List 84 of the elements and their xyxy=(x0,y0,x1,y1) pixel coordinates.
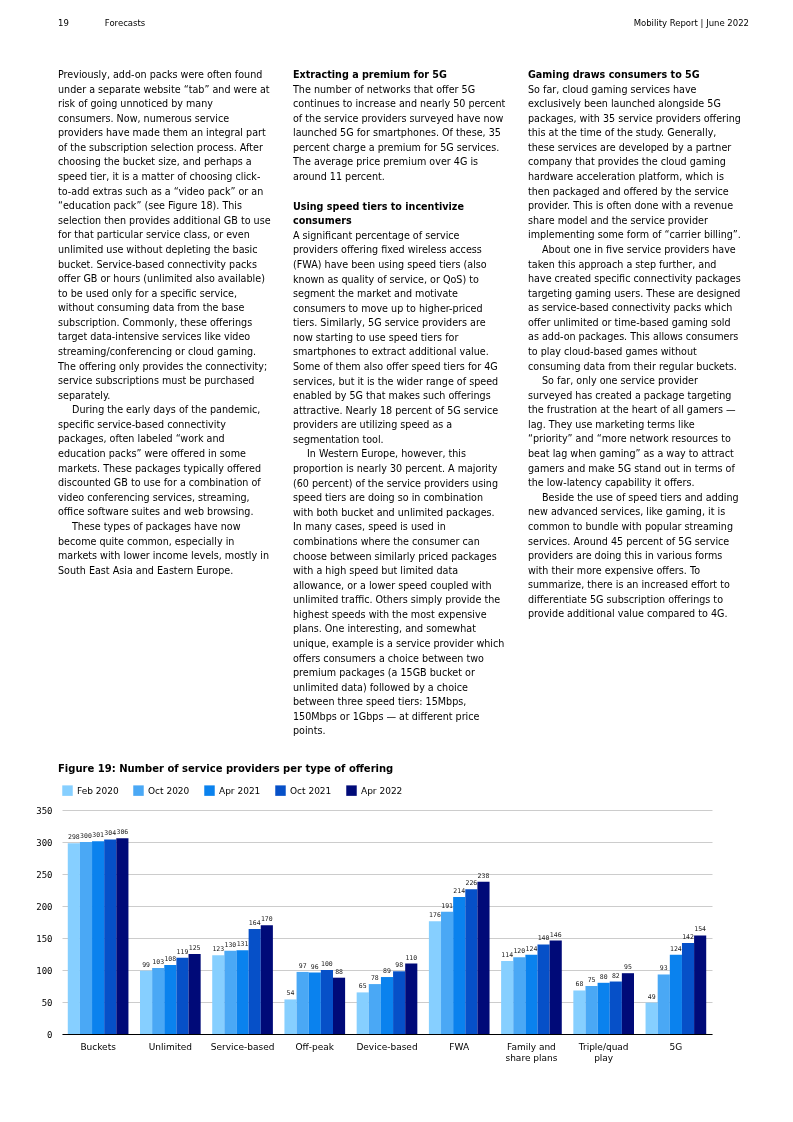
bar xyxy=(152,968,165,1035)
bar xyxy=(104,839,117,1035)
bar xyxy=(453,897,466,1035)
bar xyxy=(597,982,610,1035)
text: So far, cloud gaming services have exclusively been launched alongside 5G packages, with 35 service providers offering this at the time of the study. Generally, these services are developed by a partner company that provides the cloud gaming hardware acceleration platform, which is then packaged and offered by the service provider. This is often done with a revenue share model and the service provider implementing some form of “carrier billing”. xyxy=(528,83,741,241)
text: A significant percentage of service providers offering fixed wireless access (FWA) have been using speed tiers (also known as quality of service, or QoS) to segment the market and motivate consumers to move up to higher-priced tiers. Similarly, 5G service providers are now starting to use speed tiers for smartphones to extract additional value. Some of them also offer speed tiers for 4G services, but it is the wider range of speed enabled by 5G that makes such offerings attractive. Nearly 18 percent of 5G service providers are utilizing speed as a segmentation tool. xyxy=(293,229,499,445)
y-tick-label: 350 xyxy=(36,805,53,816)
text: Previously, add-on packs were often found under a separate website “tab” and were at risk of going unnoticed by many consumers. Now, numerous service providers have made them an integral part of the subscription selection process. After choosing the bucket size, and perhaps a speed tier, it is a matter of choosing click-to-add extras such as a “video pack” or an “education pack” (see Figure 18). This selection then provides additional GB to use for that particular service class, or even unlimited use without depleting the basic bucket. Service-based connectivity packs offer GB or hours (unlimited also available) to be used only for a specific service, without consuming data from the base subscription. Commonly, these offerings target data-intensive services like video streaming/conferencing or cloud gaming. The offering only provides the connectivity; service subscriptions must be purchased separately. xyxy=(58,69,271,401)
y-tick-label: 50 xyxy=(41,997,53,1008)
text: Using speed tiers to incentivize consumers xyxy=(293,199,465,229)
bar xyxy=(428,921,442,1035)
bar xyxy=(164,964,177,1035)
x-tick-label: Off-peak xyxy=(295,1041,335,1052)
bar xyxy=(513,957,526,1035)
bar xyxy=(441,911,454,1035)
bar xyxy=(284,999,297,1035)
x-tick-label: Device-based xyxy=(356,1041,418,1052)
bar xyxy=(260,925,273,1035)
bar xyxy=(465,889,478,1035)
bar xyxy=(188,954,201,1035)
legend-label: Apr 2021 xyxy=(219,785,261,796)
bar xyxy=(681,943,695,1035)
bar xyxy=(645,1002,658,1035)
bar xyxy=(140,970,153,1035)
bar xyxy=(224,950,237,1035)
x-tick-label: Unlimited xyxy=(148,1041,193,1052)
bar xyxy=(501,961,514,1035)
text: About one in five service providers have taken this approach a step further, and have created specific connectivity packages targeting gaming users. These are designed as service-based connectivity packs which offer unlimited or time-based gaming sold as add-on packages. This allows consumers to play cloud-based games without consuming data from their regular buckets. xyxy=(528,243,741,372)
x-tick-label: Buckets xyxy=(80,1041,117,1052)
x-tick-label: Service-based xyxy=(210,1041,275,1052)
x-tick-label: FWA xyxy=(449,1041,470,1052)
text: So far, only one service provider surveyed has created a package targeting the frustration at the heart of all gamers — lag. They use marketing terms like “priority” and “more network resources to beat lag when gaming” as a way to attract gamers and make 5G stand out in terms of the low-latency capability it offers. xyxy=(528,374,737,491)
bar xyxy=(67,843,80,1035)
bar xyxy=(525,954,538,1035)
bar xyxy=(308,972,321,1035)
y-tick-label: 150 xyxy=(36,933,53,944)
bar xyxy=(236,950,249,1035)
text: In Western Europe, however, this proportion is nearly 30 percent. A majority (60 percent) of the service providers using speed tiers are doing so in combination with both bucket and unlimited packages. In many cases, speed is used in combinations where the consumer can choose between similarly priced packages with a high speed but limited data allowance, or a lower speed coupled with unlimited traffic. Others simply provide the highest speeds with the most expensive plans. One interesting, and somewhat unique, example is a service provider which offers consumers a choice between two premium packages (a 15GB bucket or unlimited data) followed by a choice between three speed tiers: 15Mbps, 150Mbps or 1Gbps — at different price points. xyxy=(293,448,505,737)
bar xyxy=(609,981,622,1035)
bar xyxy=(477,881,490,1035)
bar xyxy=(368,984,381,1035)
bar xyxy=(296,971,309,1035)
bar xyxy=(380,977,394,1035)
bar xyxy=(393,971,406,1035)
bar xyxy=(585,986,598,1035)
bar xyxy=(356,992,369,1035)
bar xyxy=(549,940,562,1035)
y-tick-label: 250 xyxy=(36,869,53,880)
y-tick-label: 100 xyxy=(36,965,53,976)
text: Mobility Report | June 2022 xyxy=(633,18,749,30)
bar xyxy=(669,954,682,1035)
bar xyxy=(657,974,670,1035)
text: 19 xyxy=(58,18,69,30)
text: The number of networks that offer 5G continues to increase and nearly 50 percent of the service providers surveyed have now launched 5G for smartphones. Of these, 35 percent charge a premium for 5G services. The average price premium over 4G is around 11 percent. xyxy=(293,82,506,185)
bar xyxy=(332,977,346,1035)
legend-label: Apr 2022 xyxy=(361,785,403,796)
bar xyxy=(92,841,105,1035)
y-tick-label: 0 xyxy=(47,1029,53,1040)
legend-label: Feb 2020 xyxy=(77,785,119,796)
bar xyxy=(248,929,261,1035)
x-tick-label: 5G xyxy=(669,1041,683,1052)
bar xyxy=(621,973,634,1035)
x-tick-label: Triple/quad play xyxy=(577,1041,629,1063)
text: These types of packages have now become quite common, especially in markets with lower income levels, mostly in South East Asia and Eastern Europe. xyxy=(58,519,270,578)
bar xyxy=(176,957,189,1035)
legend-label: Oct 2021 xyxy=(290,785,332,796)
chart-title: Figure 19: Number of service providers per type of offering xyxy=(58,763,395,775)
text: Forecasts xyxy=(104,18,146,30)
bar xyxy=(320,970,333,1035)
bar xyxy=(212,955,225,1035)
bar xyxy=(116,838,129,1035)
bar xyxy=(537,944,550,1035)
bar xyxy=(79,842,93,1035)
x-tick-label: Family and share plans xyxy=(505,1041,558,1063)
y-tick-label: 200 xyxy=(36,901,53,912)
text: Extracting a premium for 5G xyxy=(293,68,448,82)
legend-label: Oct 2020 xyxy=(148,785,190,796)
text: Beside the use of speed tiers and adding new advanced services, like gaming, it is common to bundle with popular streaming services. Around 45 percent of 5G service providers are doing this in various forms with their more expensive offers. To summarize, there is an increased effort to differentiate 5G subscription offerings to provide additional value compared to 4G. xyxy=(528,491,739,620)
text: Gaming draws consumers to 5G xyxy=(528,68,701,82)
bar xyxy=(573,990,586,1035)
y-tick-label: 300 xyxy=(36,837,53,848)
bar xyxy=(694,935,707,1035)
bar xyxy=(405,963,418,1035)
text: During the early days of the pandemic, specific service-based connectivity packages, often labeled “work and education packs” were offered in some markets. These packages typically offered discounted GB to use for a combination of video conferencing services, streaming, office software suites and web browsing. xyxy=(58,403,262,520)
